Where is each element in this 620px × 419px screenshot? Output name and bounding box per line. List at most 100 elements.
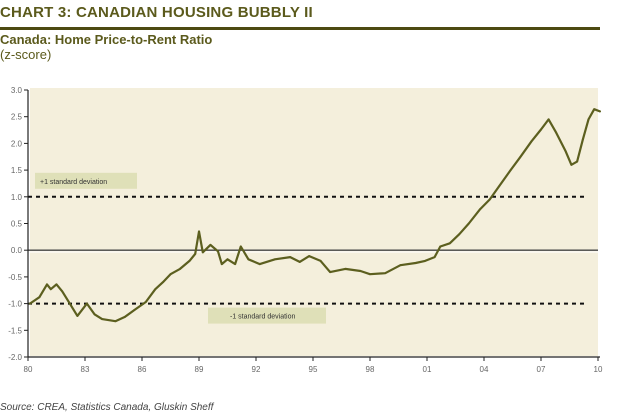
annotation-label: -1 standard deviation: [230, 314, 295, 321]
axes: 3.0 2.5 2.0 1.5 1.0 0.5 0.0 -0.5 -1.0 -1.5 -2.080 8…: [8, 86, 603, 374]
y-tick-label: 1.5: [11, 166, 23, 175]
data-point: [308, 255, 311, 257]
data-point: [424, 259, 426, 262]
y-tick-label: 3.0: [11, 86, 23, 95]
data-point: [55, 283, 58, 286]
data-point: [599, 110, 601, 113]
data-point: [344, 267, 347, 270]
data-point: [201, 251, 204, 254]
chart-heading: CHART 3: CANADIAN HOUSING BUBBLY II: [0, 4, 313, 21]
data-point: [154, 288, 157, 291]
data-point: [169, 273, 172, 276]
data-point: [162, 281, 164, 284]
chart-unit-label: (z-score): [0, 47, 52, 62]
x-tick-label: 04: [480, 365, 489, 374]
data-point: [414, 262, 417, 264]
data-point: [458, 233, 461, 236]
data-point: [488, 198, 491, 201]
y-tick-label: 1.0: [11, 193, 23, 202]
data-point: [209, 243, 212, 246]
data-point: [587, 118, 590, 121]
x-tick-label: 98: [366, 365, 375, 374]
data-point: [576, 160, 578, 163]
x-tick-label: 83: [81, 365, 90, 374]
data-point: [217, 250, 219, 253]
x-tick-label: 86: [138, 365, 147, 374]
annotations: +1 standard deviation -1 standard deviati…: [35, 172, 326, 324]
data-point: [124, 316, 126, 318]
data-point: [274, 258, 276, 261]
data-point: [29, 302, 31, 305]
x-tick-label: 80: [24, 365, 33, 374]
data-point: [581, 138, 584, 141]
x-tick-label: 92: [252, 365, 261, 374]
data-point: [547, 118, 550, 121]
x-tick-label: 95: [309, 365, 318, 374]
data-point: [247, 258, 250, 261]
data-point: [239, 245, 242, 248]
data-point: [329, 271, 331, 273]
data-point: [76, 314, 79, 317]
data-point: [384, 272, 387, 275]
data-point: [298, 261, 301, 263]
data-point: [61, 290, 64, 293]
data-point: [46, 283, 48, 286]
annotation-box: [208, 307, 326, 324]
data-point: [198, 230, 200, 233]
y-tick-label: 0.0: [11, 246, 23, 255]
series-group: [28, 108, 602, 323]
data-point: [226, 258, 229, 261]
data-point: [258, 263, 261, 265]
data-point: [509, 169, 512, 172]
data-point: [448, 242, 451, 245]
data-point: [519, 156, 521, 159]
data-point: [234, 263, 237, 265]
annotation-box: [35, 172, 137, 189]
data-point: [319, 259, 322, 262]
data-point: [220, 263, 223, 265]
y-tick-label: -2.0: [8, 353, 22, 362]
data-point: [194, 253, 197, 255]
data-point: [439, 245, 442, 248]
data-point: [86, 302, 88, 305]
data-point: [479, 208, 482, 210]
data-point: [38, 296, 41, 299]
data-point: [369, 273, 371, 276]
data-point: [564, 150, 567, 153]
data-point: [68, 302, 71, 305]
data-point: [179, 267, 181, 270]
x-tick-label: 89: [195, 365, 204, 374]
data-point: [433, 256, 436, 259]
y-tick-label: -1.5: [8, 326, 22, 335]
data-point: [133, 309, 136, 311]
reference-lines: [28, 195, 598, 305]
data-point: [359, 270, 362, 272]
data-point: [49, 288, 52, 291]
y-tick-label: -1.0: [8, 300, 22, 309]
data-point: [144, 301, 147, 303]
annotation-label: +1 standard deviation: [40, 179, 107, 186]
y-tick-label: 2.0: [11, 139, 23, 148]
data-point: [593, 108, 596, 111]
y-tick-label: 2.5: [11, 113, 23, 122]
x-tick-label: 01: [423, 365, 432, 374]
data-point: [289, 256, 292, 259]
data-point: [399, 264, 402, 267]
source-note: Source: CREA, Statistics Canada, Gluskin…: [0, 402, 214, 413]
data-point: [101, 318, 103, 320]
data-point: [93, 313, 96, 316]
y-tick-label: 0.5: [11, 220, 23, 229]
data-point: [570, 163, 573, 166]
x-tick-label: 07: [537, 365, 546, 374]
data-point: [540, 128, 542, 131]
x-tick-label: 10: [594, 365, 603, 374]
chart-subtitle: Canada: Home Price-to-Rent Ratio: [0, 32, 213, 47]
data-point: [530, 140, 533, 143]
data-point: [114, 320, 117, 323]
data-point: [498, 185, 501, 188]
heading-rule: [0, 27, 600, 30]
data-point: [188, 259, 191, 262]
y-tick-label: -0.5: [8, 273, 22, 282]
data-point: [467, 222, 470, 225]
